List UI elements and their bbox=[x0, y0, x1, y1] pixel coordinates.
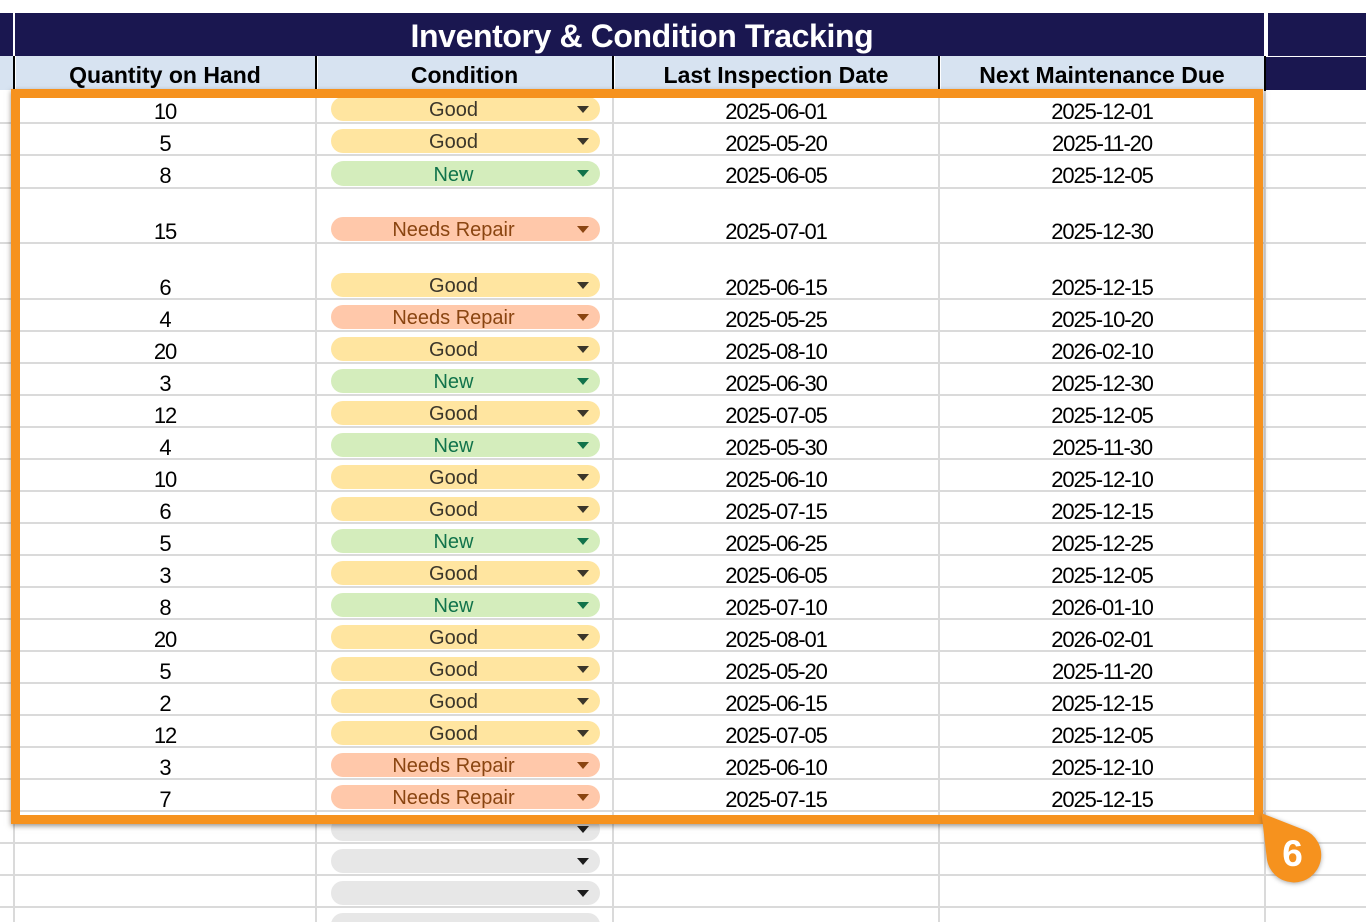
svg-text:6: 6 bbox=[1282, 833, 1303, 874]
